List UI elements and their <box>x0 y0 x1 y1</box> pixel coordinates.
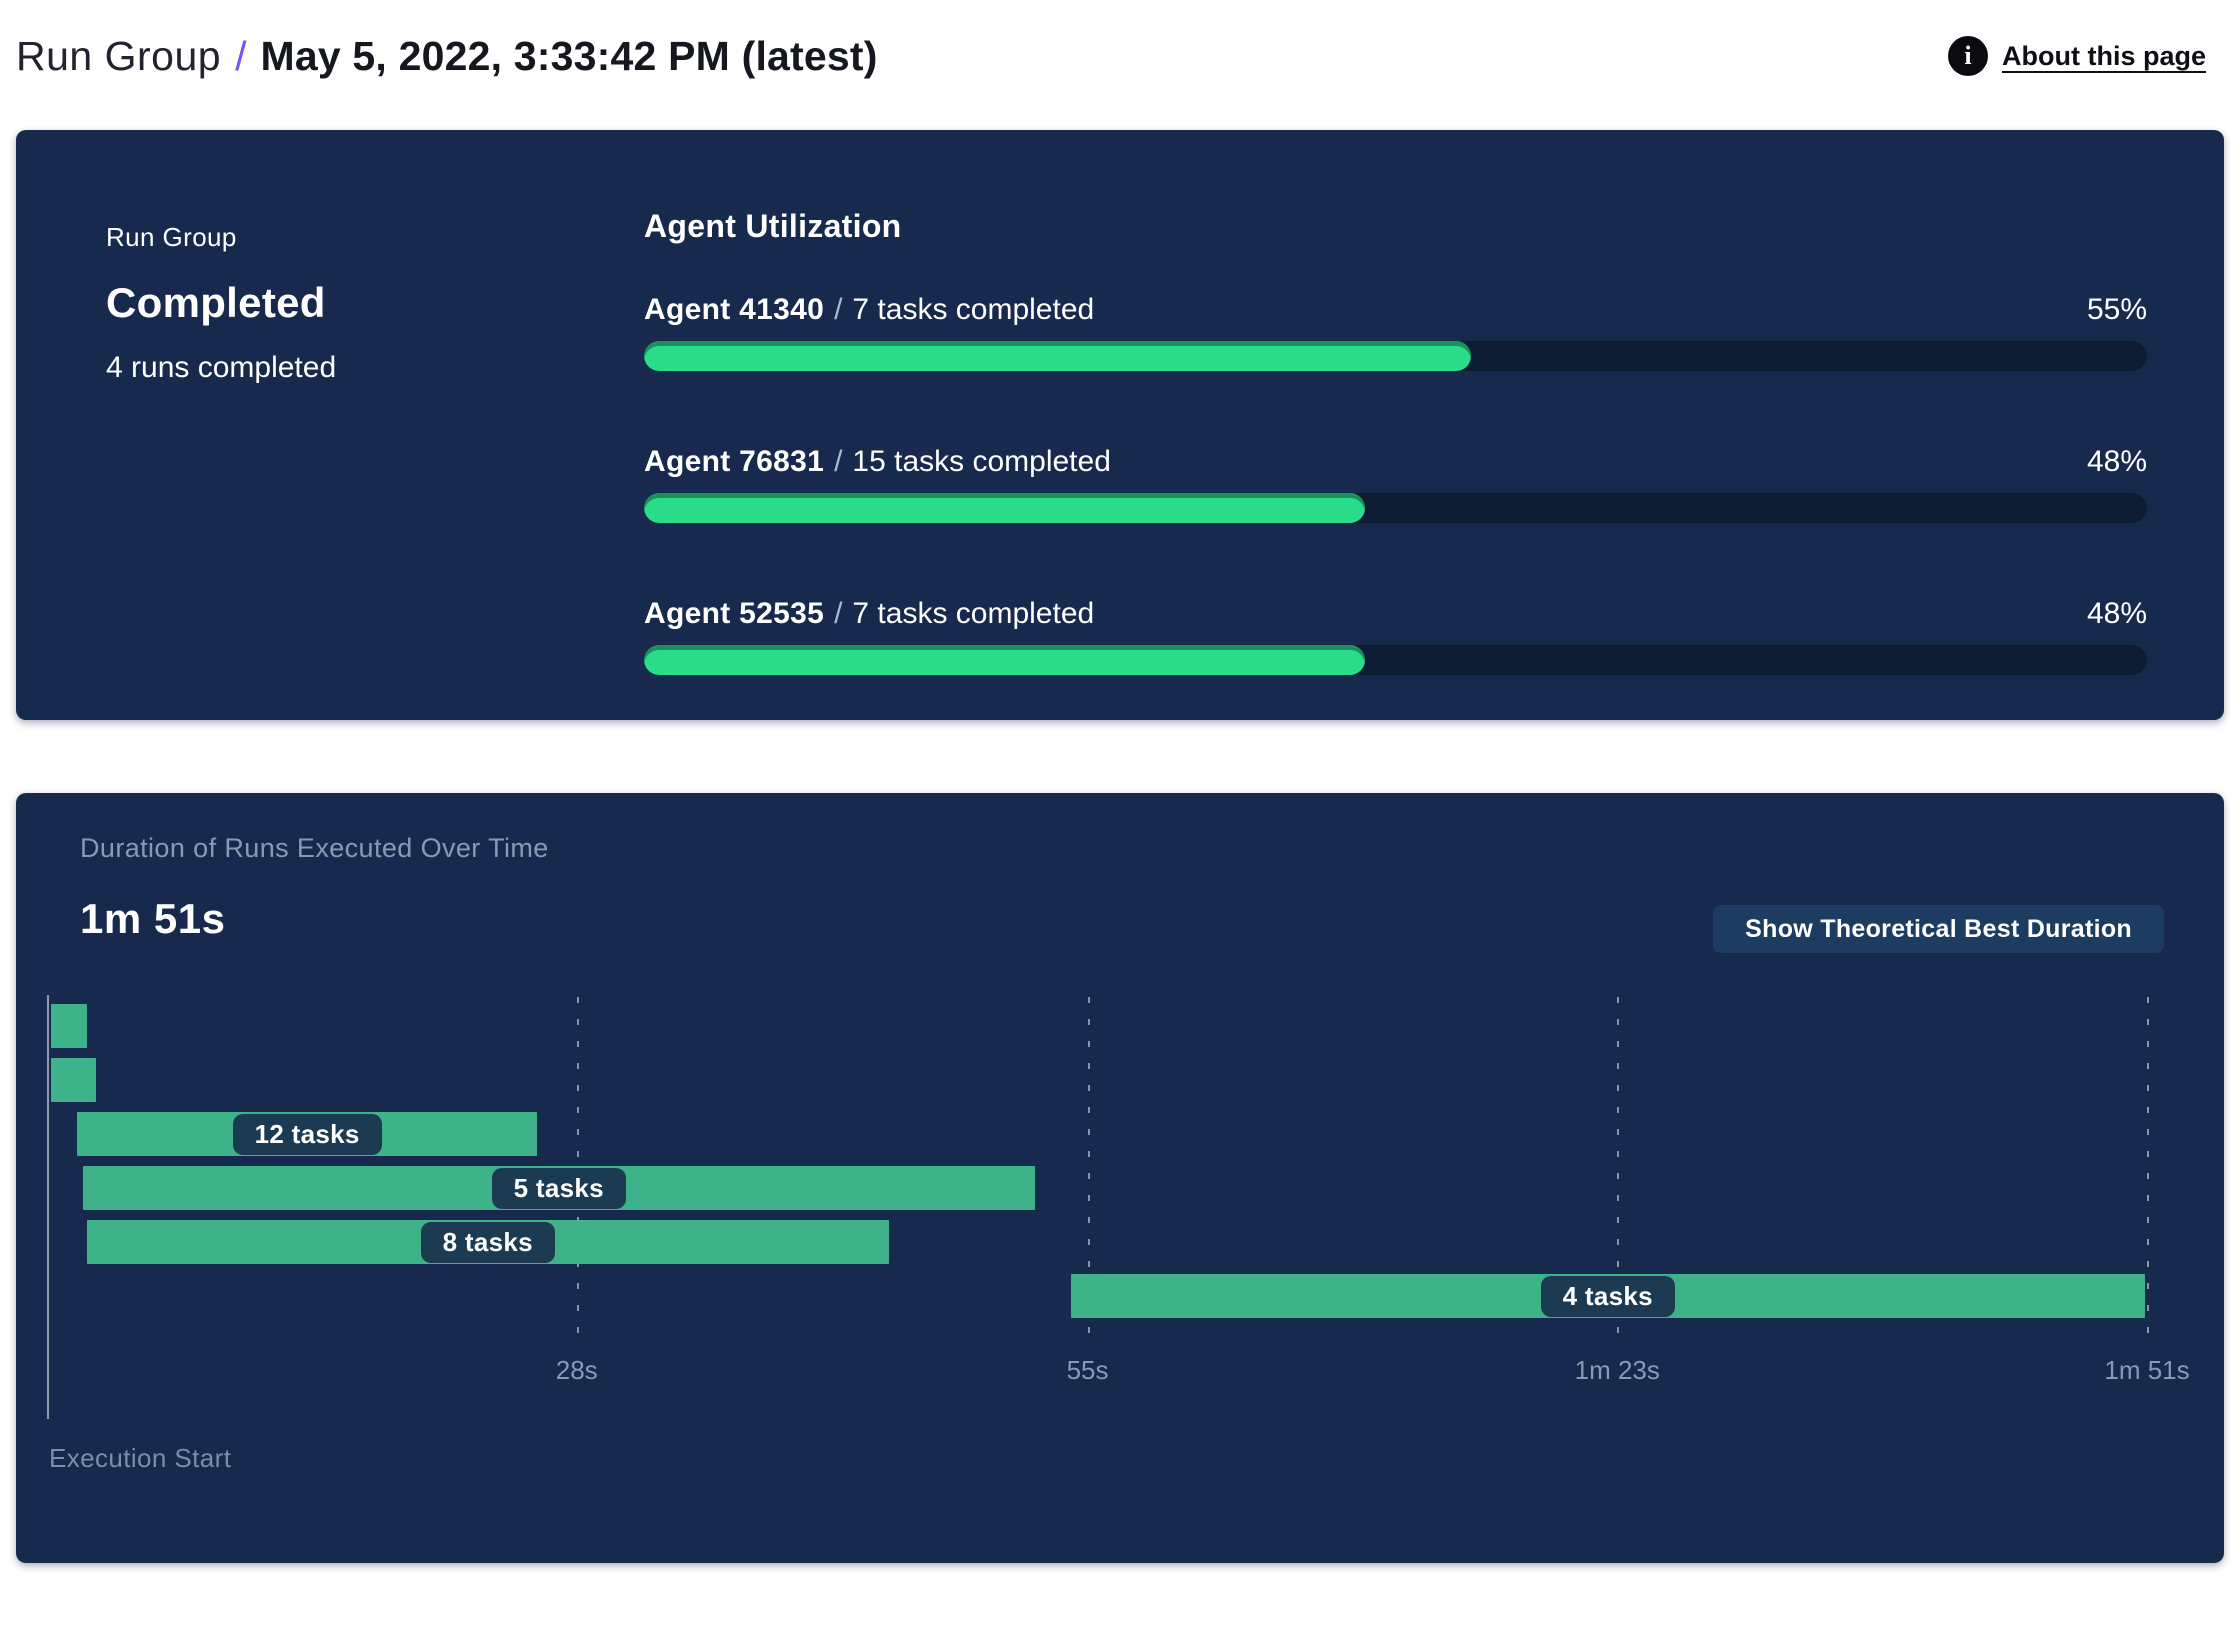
run-duration-bar[interactable] <box>50 1058 97 1102</box>
agent-separator: / <box>834 445 843 478</box>
agent-name: Agent 41340 <box>644 293 825 326</box>
show-theoretical-best-duration-button[interactable]: Show Theoretical Best Duration <box>1713 905 2164 953</box>
task-count-chip: 4 tasks <box>1540 1275 1675 1317</box>
info-icon: i <box>1948 36 1988 76</box>
page-title: May 5, 2022, 3:33:42 PM (latest) <box>260 32 878 79</box>
agent-name: Agent 52535 <box>644 597 825 630</box>
gridline <box>2147 997 2149 1341</box>
agent-utilization-bar-fill <box>644 493 1366 523</box>
agent-separator: / <box>834 597 843 630</box>
about-this-page-link[interactable]: i About this page <box>1948 36 2206 76</box>
agent-utilization-title: Agent Utilization <box>644 208 902 244</box>
breadcrumb-run-group[interactable]: Run Group <box>16 32 222 79</box>
task-count-chip: 8 tasks <box>420 1221 555 1263</box>
duration-chart-title: Duration of Runs Executed Over Time <box>80 833 549 863</box>
x-axis-tick-label: 55s <box>1066 1355 1109 1385</box>
gridline <box>1617 997 1620 1341</box>
duration-panel: Duration of Runs Executed Over Time 1m 5… <box>16 793 2224 1563</box>
agent-utilization-percent: 55% <box>2086 293 2147 326</box>
total-duration-value: 1m 51s <box>80 895 226 942</box>
agent-tasks-completed: 15 tasks completed <box>852 445 1111 478</box>
task-count-chip: 12 tasks <box>232 1113 382 1155</box>
agent-utilization-bar-track <box>644 341 2147 371</box>
agent-utilization-section: Agent Utilization Agent 41340 / 7 tasks … <box>644 208 2147 720</box>
x-axis-tick-label: 1m 51s <box>2104 1355 2190 1385</box>
run-duration-bar[interactable]: 8 tasks <box>86 1220 889 1264</box>
runs-completed-text: 4 runs completed <box>106 351 337 384</box>
breadcrumb-separator: / <box>235 32 247 79</box>
run-duration-bar[interactable]: 5 tasks <box>82 1166 1035 1210</box>
agent-utilization-row: Agent 52535 / 7 tasks completed 48% <box>644 597 2147 675</box>
status-text: Completed <box>106 279 326 326</box>
page-header: Run Group / May 5, 2022, 3:33:42 PM (lat… <box>16 0 2224 96</box>
agent-utilization-row: Agent 76831 / 15 tasks completed 48% <box>644 445 2147 523</box>
agent-utilization-percent: 48% <box>2086 445 2147 478</box>
execution-start-label: Execution Start <box>49 1443 232 1473</box>
run-group-status-block: Run Group Completed 4 runs completed <box>106 208 644 720</box>
agent-utilization-row: Agent 41340 / 7 tasks completed 55% <box>644 293 2147 371</box>
agent-separator: / <box>834 293 843 326</box>
agent-tasks-completed: 7 tasks completed <box>852 293 1095 326</box>
task-count-chip: 5 tasks <box>491 1167 626 1209</box>
run-group-summary-panel: Run Group Completed 4 runs completed Age… <box>16 130 2224 720</box>
agent-utilization-bar-fill <box>644 341 1471 371</box>
gantt-chart: Execution Start 28s 55s 1m 23s 1m 51s 12 tas… <box>47 995 2190 1473</box>
run-duration-bar[interactable]: 4 tasks <box>1070 1274 2146 1318</box>
agent-name: Agent 76831 <box>644 445 825 478</box>
breadcrumb: Run Group / May 5, 2022, 3:33:42 PM (lat… <box>16 33 878 80</box>
execution-start-axis-line <box>47 995 49 1419</box>
about-link-label: About this page <box>2002 40 2206 71</box>
gridline <box>1087 997 1090 1341</box>
agent-utilization-bar-fill <box>644 645 1366 675</box>
x-axis-tick-label: 1m 23s <box>1574 1355 1660 1385</box>
run-duration-bar[interactable] <box>50 1004 87 1048</box>
agent-utilization-bar-track <box>644 645 2147 675</box>
agent-utilization-bar-track <box>644 493 2147 523</box>
x-axis-tick-label: 28s <box>555 1355 598 1385</box>
run-duration-bar[interactable]: 12 tasks <box>77 1112 537 1156</box>
agent-tasks-completed: 7 tasks completed <box>852 597 1095 630</box>
page: Run Group / May 5, 2022, 3:33:42 PM (lat… <box>16 0 2224 1563</box>
run-group-kicker: Run Group <box>106 222 237 252</box>
agent-utilization-percent: 48% <box>2086 597 2147 630</box>
